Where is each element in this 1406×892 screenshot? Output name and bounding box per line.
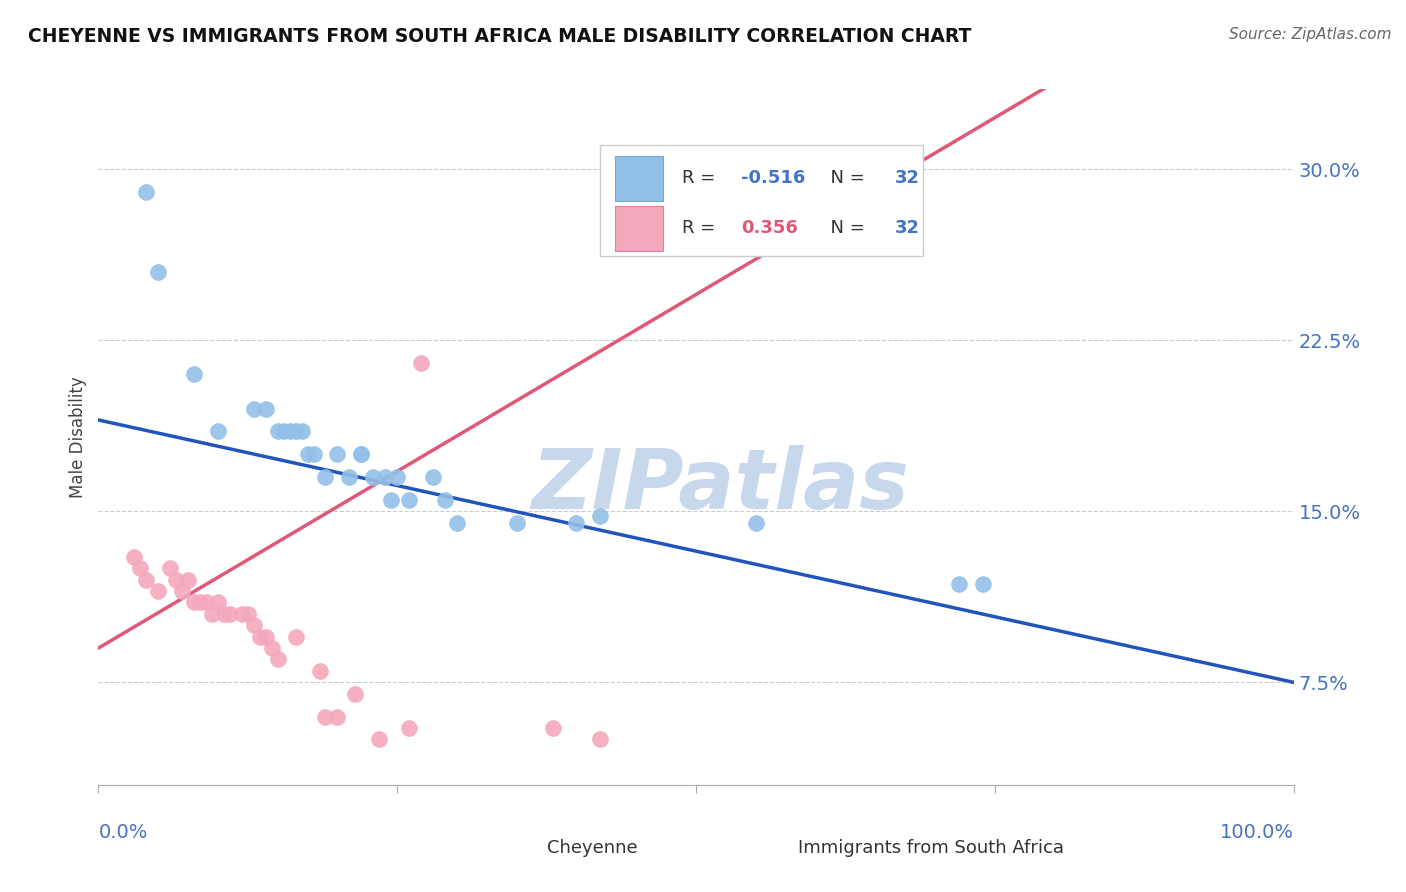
Point: [236, 607, 259, 621]
FancyBboxPatch shape: [494, 834, 538, 863]
Point: [148, 265, 170, 279]
Point: [148, 584, 170, 599]
Point: [344, 687, 367, 701]
Text: Source: ZipAtlas.com: Source: ZipAtlas.com: [1229, 27, 1392, 42]
Point: [135, 185, 157, 199]
Point: [398, 492, 420, 507]
Point: [446, 516, 468, 530]
FancyBboxPatch shape: [614, 155, 662, 201]
Point: [326, 447, 349, 461]
Point: [188, 595, 211, 609]
Point: [267, 425, 290, 439]
Text: CHEYENNE VS IMMIGRANTS FROM SOUTH AFRICA MALE DISABILITY CORRELATION CHART: CHEYENNE VS IMMIGRANTS FROM SOUTH AFRICA…: [28, 27, 972, 45]
Text: R =: R =: [682, 219, 721, 237]
FancyBboxPatch shape: [614, 206, 662, 251]
Point: [249, 630, 271, 644]
Point: [243, 401, 266, 416]
Point: [350, 447, 373, 461]
Point: [541, 721, 564, 735]
Point: [291, 425, 314, 439]
Text: ZIPatlas: ZIPatlas: [531, 445, 908, 526]
Point: [363, 470, 385, 484]
Point: [422, 470, 444, 484]
Text: Immigrants from South Africa: Immigrants from South Africa: [797, 838, 1063, 856]
Point: [124, 549, 146, 564]
Point: [315, 709, 337, 723]
Point: [195, 595, 218, 609]
Point: [260, 641, 283, 656]
Point: [368, 732, 391, 747]
Point: [308, 664, 330, 678]
Point: [350, 447, 373, 461]
Point: [165, 573, 187, 587]
Point: [374, 470, 396, 484]
Text: N =: N =: [820, 169, 870, 187]
Point: [243, 618, 266, 632]
FancyBboxPatch shape: [744, 834, 789, 863]
Text: 32: 32: [894, 169, 920, 187]
Point: [177, 573, 200, 587]
Text: Cheyenne: Cheyenne: [547, 838, 637, 856]
Point: [948, 577, 970, 591]
Point: [207, 425, 229, 439]
FancyBboxPatch shape: [600, 145, 922, 256]
Point: [172, 584, 194, 599]
Point: [380, 492, 402, 507]
Point: [434, 492, 457, 507]
Text: 0.356: 0.356: [741, 219, 799, 237]
Point: [231, 607, 253, 621]
Text: 32: 32: [894, 219, 920, 237]
Point: [278, 425, 301, 439]
Point: [326, 709, 349, 723]
Point: [219, 607, 242, 621]
Point: [315, 470, 337, 484]
Text: 100.0%: 100.0%: [1219, 823, 1294, 842]
Point: [339, 470, 361, 484]
Point: [589, 508, 612, 523]
Point: [506, 516, 529, 530]
Point: [201, 607, 224, 621]
Text: R =: R =: [682, 169, 721, 187]
Point: [183, 368, 205, 382]
Point: [207, 595, 229, 609]
Point: [135, 573, 157, 587]
Point: [411, 356, 433, 370]
Text: N =: N =: [820, 219, 870, 237]
Point: [254, 401, 277, 416]
Point: [972, 577, 994, 591]
Point: [273, 425, 295, 439]
Point: [183, 595, 205, 609]
Text: 0.0%: 0.0%: [98, 823, 148, 842]
Point: [129, 561, 152, 575]
Point: [565, 516, 588, 530]
Point: [159, 561, 181, 575]
Y-axis label: Male Disability: Male Disability: [69, 376, 87, 498]
Point: [398, 721, 420, 735]
Point: [284, 630, 307, 644]
Point: [284, 425, 307, 439]
Point: [385, 470, 409, 484]
Point: [589, 732, 612, 747]
Point: [297, 447, 319, 461]
Text: -0.516: -0.516: [741, 169, 806, 187]
Point: [212, 607, 235, 621]
Point: [267, 652, 290, 666]
Point: [745, 516, 768, 530]
Point: [254, 630, 277, 644]
Point: [302, 447, 325, 461]
